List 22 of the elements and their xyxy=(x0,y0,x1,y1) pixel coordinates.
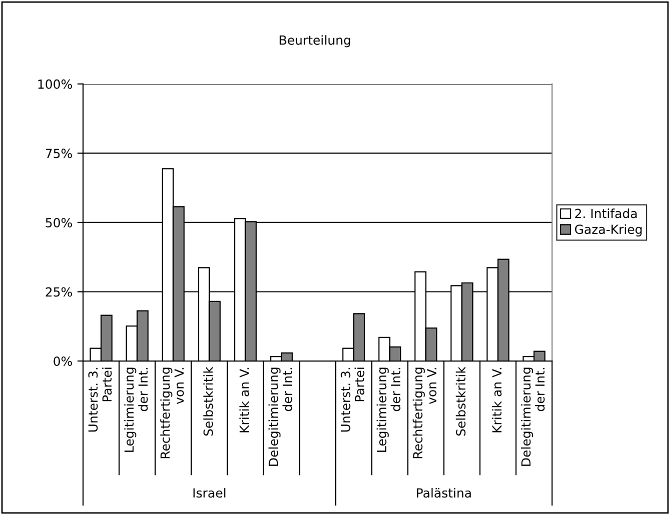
x-tick-label: Selbstkritik xyxy=(456,366,466,436)
y-tick-label: 0% xyxy=(54,356,72,366)
x-tick-label: Delegitimierung der Int. xyxy=(268,368,292,466)
y-tick-label: 50% xyxy=(46,218,72,228)
x-tick-label: Legitimierung der Int. xyxy=(124,368,148,452)
x-tick-label: Unterst. 3. Partei xyxy=(88,368,112,432)
x-tick-label: Selbstkritik xyxy=(203,366,213,436)
x-tick-label: Delegitimierung der Int. xyxy=(520,368,545,466)
x-tick-label: Kritik an V. xyxy=(239,368,250,432)
chart-title: Beurteilung xyxy=(280,35,350,48)
x-tick-label: Kritik an V. xyxy=(492,368,502,432)
y-tick-label: 100% xyxy=(38,79,72,89)
x-tick-label: Rechtfertigung von V. xyxy=(160,368,184,458)
x-tick-label: Unterst. 3. Partei xyxy=(340,368,364,432)
legend-label: Gaza-Krieg xyxy=(574,224,642,236)
text: Palästina xyxy=(416,488,471,498)
x-tick-label: Legitimierung der Int. xyxy=(376,368,400,452)
y-tick-label: 75% xyxy=(46,148,72,158)
y-tick-label: 25% xyxy=(46,287,72,297)
text: Israel xyxy=(193,488,226,498)
x-tick-label: Rechtfertigung von V. xyxy=(412,368,436,458)
legend-label: 2. Intifada xyxy=(575,208,637,218)
